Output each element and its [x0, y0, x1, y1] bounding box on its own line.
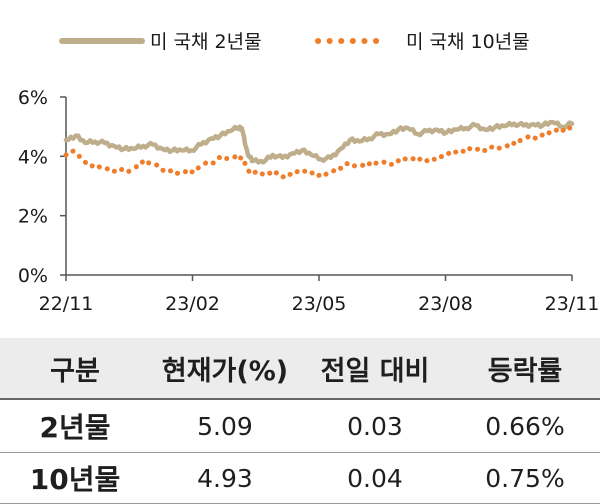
series-line-2y	[63, 119, 575, 165]
column-header-category: 구분	[0, 338, 150, 399]
cell-change-rate: 0.75%	[450, 452, 600, 504]
column-header-current-price: 현재가(%)	[150, 338, 300, 399]
column-header-daily-change: 전일 대비	[300, 338, 450, 399]
y-tick-label: 2%	[18, 206, 48, 228]
y-tick-label: 0%	[18, 265, 48, 287]
cell-daily-change: 0.04	[300, 452, 450, 504]
x-tick-label: 22/11	[39, 293, 94, 315]
legend-label-10y: 미 국채 10년물	[406, 31, 530, 53]
x-tick-label: 23/11	[545, 293, 600, 315]
chart-axes: 0% 2% 4% 6% 22/11 23/02 23/05 23/08 23/11	[18, 87, 600, 315]
column-header-change-rate: 등락률	[450, 338, 600, 399]
y-tick-label: 6%	[18, 87, 48, 109]
cell-change-rate: 0.66%	[450, 398, 600, 453]
chart-series	[63, 119, 575, 180]
table-header-row: 구분 현재가(%) 전일 대비 등락률	[0, 338, 600, 399]
row-label-2y: 2년물	[0, 398, 150, 453]
chart-legend: 미 국채 2년물 미 국채 10년물	[59, 31, 530, 53]
y-tick-label: 4%	[18, 146, 48, 168]
table-row: 2년물 5.09 0.03 0.66%	[0, 398, 600, 453]
x-tick-label: 23/08	[418, 293, 473, 315]
yield-table: 구분 현재가(%) 전일 대비 등락률 2년물 5.09 0.03 0.66% …	[0, 338, 600, 504]
series-line-10y	[63, 125, 575, 180]
cell-daily-change: 0.03	[300, 398, 450, 453]
x-tick-label: 23/02	[165, 293, 220, 315]
row-label-10y: 10년물	[0, 452, 150, 504]
cell-current-price: 4.93	[150, 452, 300, 504]
yield-line-chart: 미 국채 2년물 미 국채 10년물 0% 2% 4% 6% 22/11 23/02 23/…	[18, 31, 600, 315]
legend-label-2y: 미 국채 2년물	[150, 31, 262, 53]
x-tick-label: 23/05	[292, 293, 347, 315]
table-row: 10년물 4.93 0.04 0.75%	[0, 452, 600, 504]
cell-current-price: 5.09	[150, 398, 300, 453]
